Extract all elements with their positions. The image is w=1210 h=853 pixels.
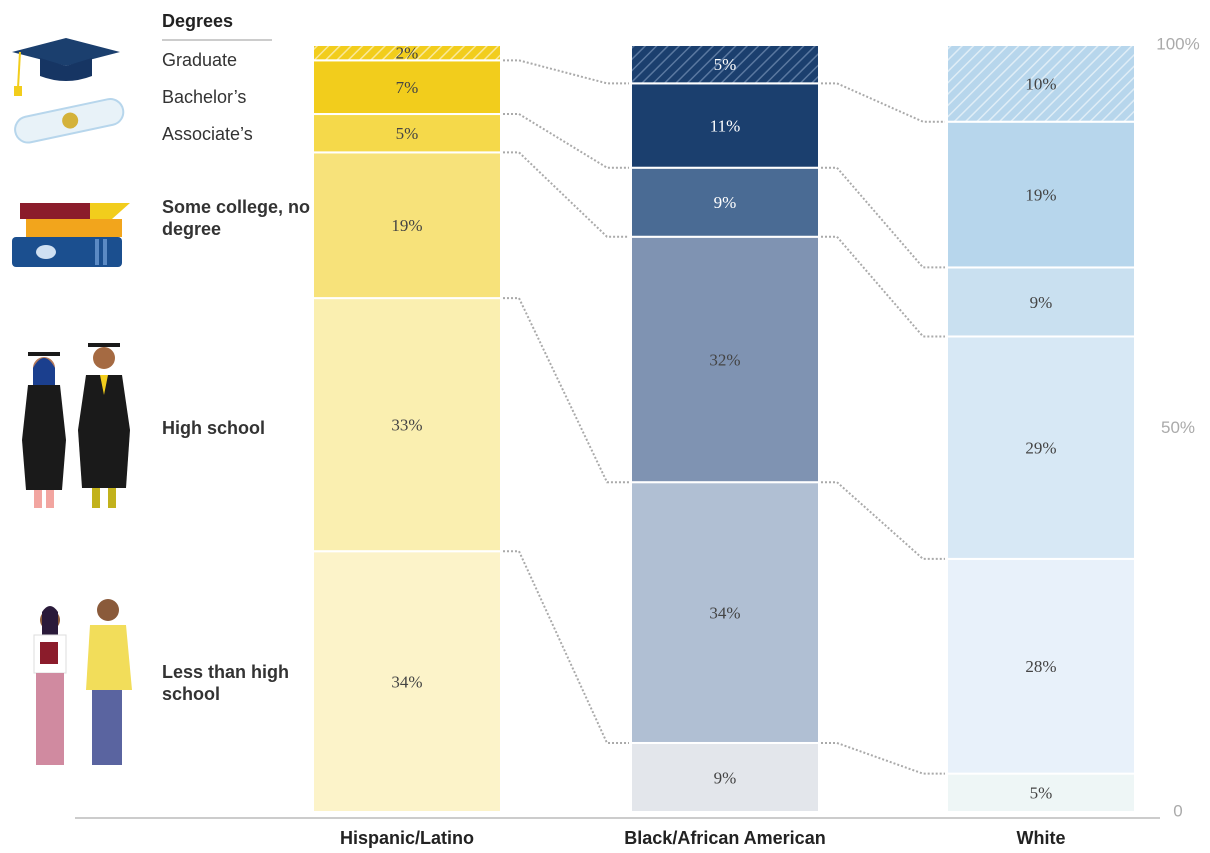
value-label: 19% [391,216,422,235]
bar-segment [630,235,820,484]
value-label: 19% [1025,185,1056,204]
value-label: 7% [396,78,419,97]
bar-segment [312,550,502,813]
connector [503,151,629,238]
value-label: 2% [396,44,419,63]
connector [503,297,629,484]
connector [821,481,945,560]
legend-label: Associate’s [162,124,253,144]
value-label: 34% [391,673,422,692]
bar-segment [312,44,502,62]
legend-label: Graduate [162,50,238,70]
y-tick-label: 100% [1156,34,1199,53]
icons [12,38,132,765]
legend-label: Some college, no degree [162,197,311,239]
bar-segment [946,120,1136,269]
bar-segment [630,44,820,85]
bar-segment [630,741,820,813]
connector [503,59,629,85]
legend-label: Bachelor’s [162,87,247,107]
bar-segment [630,481,820,744]
bar-segment [946,557,1136,775]
connector [503,550,629,744]
connector [821,82,945,123]
legend-header: Degrees [162,11,234,31]
value-label: 29% [1025,439,1056,458]
value-label: 32% [709,350,740,369]
connector [821,741,945,775]
x-tick-label: Black/African American [624,828,826,848]
bar-segment [312,151,502,300]
bar-segment [946,772,1136,814]
legend-label: High school [162,418,265,438]
y-tick-label: 0 [1173,801,1182,820]
value-label: 9% [714,193,737,212]
connector [821,166,945,269]
bar-segment [946,335,1136,560]
value-label: 10% [1025,74,1056,93]
x-tick-label: Hispanic/Latino [339,828,474,848]
bar-segment [312,113,502,154]
value-label: 9% [1030,293,1053,312]
value-label: 33% [391,416,422,435]
bar-segment [630,82,820,169]
bar-segment [312,297,502,553]
y-tick-label: 50% [1161,418,1195,437]
value-label: 11% [710,116,741,135]
value-label: 9% [714,768,737,787]
x-tick-label: White [1016,828,1066,848]
connector [821,235,945,338]
bar-segment [946,44,1136,123]
value-label: 28% [1025,657,1056,676]
value-label: 5% [396,124,419,143]
value-label: 5% [714,55,737,74]
connector [503,113,629,169]
bar-segment [312,59,502,116]
legend-label: Less than high school [162,662,290,704]
value-label: 5% [1030,784,1053,803]
bar-segment [946,266,1136,338]
value-label: 34% [709,603,740,622]
